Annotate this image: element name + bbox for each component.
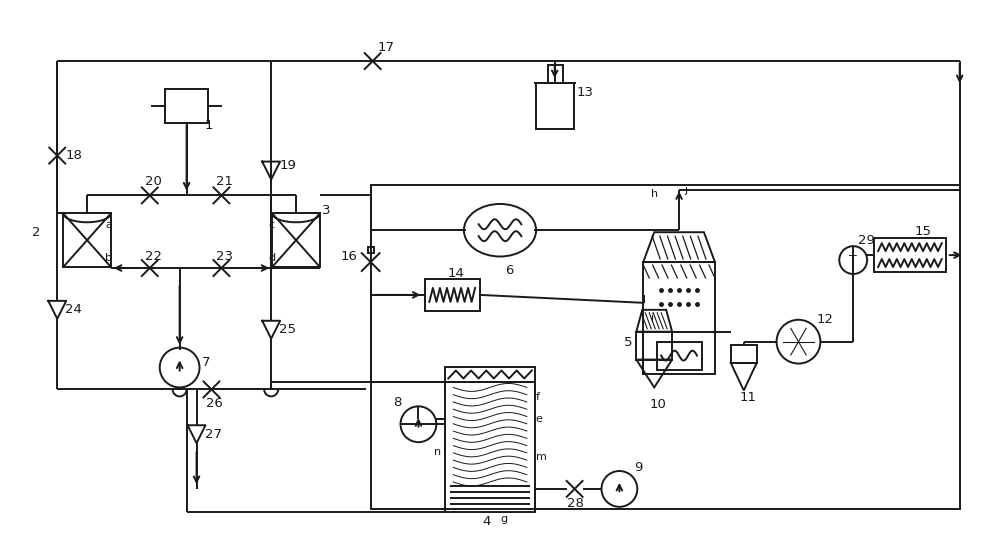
Bar	[548, 65, 563, 83]
Bar	[272, 213, 320, 267]
Text: 28: 28	[567, 497, 584, 510]
Text: 22: 22	[145, 250, 162, 262]
Bar	[425, 279, 480, 311]
Text: j: j	[684, 185, 687, 195]
Bar	[636, 332, 672, 360]
Text: e: e	[536, 414, 543, 424]
Text: 1: 1	[205, 119, 213, 132]
Text: 24: 24	[65, 303, 82, 316]
Bar	[63, 213, 111, 267]
Text: 20: 20	[145, 175, 162, 188]
Text: 6: 6	[505, 263, 513, 277]
Text: 17: 17	[378, 41, 395, 54]
Text: T: T	[849, 254, 857, 267]
Text: 8: 8	[394, 396, 402, 409]
Text: 12: 12	[816, 314, 833, 326]
Text: n: n	[434, 447, 441, 457]
Text: 21: 21	[216, 175, 233, 188]
Text: 9: 9	[634, 460, 643, 474]
Text: 7: 7	[202, 356, 210, 369]
Text: 10: 10	[649, 398, 666, 411]
Text: 14: 14	[447, 267, 464, 279]
Text: 26: 26	[206, 397, 223, 410]
Text: c: c	[268, 220, 274, 230]
Text: m: m	[536, 452, 547, 462]
Text: b: b	[105, 253, 112, 263]
Text: 2: 2	[32, 226, 41, 239]
Bar	[371, 185, 960, 509]
Bar	[643, 262, 715, 373]
Text: g: g	[500, 514, 507, 524]
Text: 5: 5	[624, 336, 633, 349]
Text: 11: 11	[740, 391, 757, 404]
Text: 29: 29	[858, 234, 875, 247]
Text: 25: 25	[279, 323, 296, 336]
Bar	[445, 382, 535, 512]
Text: 15: 15	[915, 225, 932, 238]
Text: i: i	[651, 313, 654, 323]
Text: 19: 19	[279, 159, 296, 172]
Text: f: f	[536, 392, 540, 403]
Text: 3: 3	[322, 204, 330, 217]
Bar	[445, 366, 535, 382]
Text: 23: 23	[216, 250, 233, 262]
Text: a: a	[105, 220, 112, 230]
Bar	[874, 238, 946, 272]
Text: 16: 16	[341, 250, 358, 262]
Text: h: h	[651, 189, 658, 200]
Text: 13: 13	[577, 86, 594, 100]
Text: 18: 18	[65, 149, 82, 162]
Text: d: d	[268, 253, 275, 263]
Bar	[536, 83, 574, 129]
Text: 27: 27	[205, 428, 222, 441]
Bar	[657, 342, 702, 370]
Bar	[368, 247, 374, 253]
Bar	[731, 345, 757, 363]
Bar	[165, 89, 208, 123]
Text: 4: 4	[482, 515, 490, 528]
